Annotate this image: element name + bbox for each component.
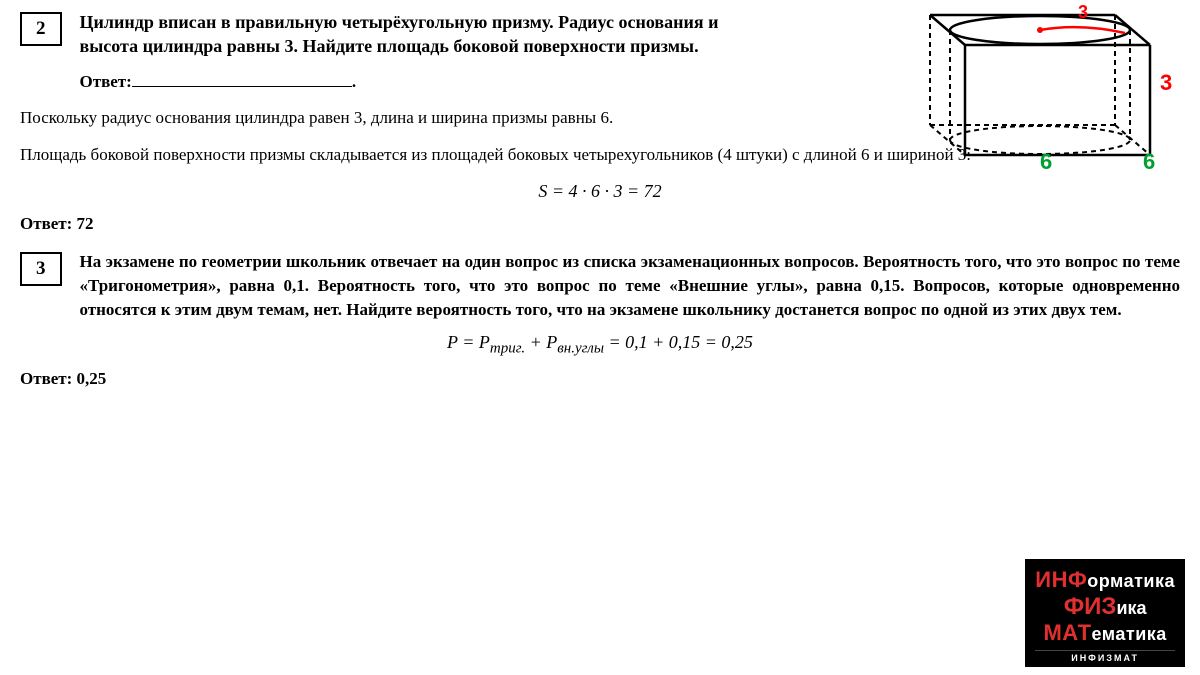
problem-3-header: 3 На экзамене по геометрии школьник отве… (20, 250, 1180, 321)
logo-line-2: ФИЗика (1035, 593, 1175, 621)
logo-line-3: МАТематика (1035, 620, 1175, 645)
answer-label: Ответ: (80, 72, 132, 91)
problem-2-answer-blank: Ответ:. (80, 69, 720, 92)
infizmat-logo: ИНФорматика ФИЗика МАТематика ИНФИЗМАТ (1025, 559, 1185, 667)
logo-subtitle: ИНФИЗМАТ (1035, 650, 1175, 663)
side-label-1: 6 (1040, 149, 1052, 170)
side-label-2: 6 (1143, 149, 1155, 170)
radius-label: 3 (1078, 5, 1088, 22)
problem-3-text: На экзамене по геометрии школьник отвеча… (80, 250, 1181, 321)
prism-diagram: 3 3 6 6 (900, 5, 1180, 165)
problem-3-formula: P = Pтриг. + Pвн.углы = 0,1 + 0,15 = 0,2… (20, 332, 1180, 358)
problem-2-final-answer: Ответ: 72 (20, 214, 1180, 234)
problem-2-text: Цилиндр вписан в правильную четырёхуголь… (80, 10, 720, 59)
problem-2-formula: S = 4 · 6 · 3 = 72 (20, 181, 1180, 202)
height-label: 3 (1160, 70, 1172, 95)
problem-3-final-answer: Ответ: 0,25 (20, 369, 1180, 389)
problem-2-number: 2 (20, 12, 62, 46)
problem-3-number: 3 (20, 252, 62, 286)
logo-line-1: ИНФорматика (1035, 567, 1175, 592)
